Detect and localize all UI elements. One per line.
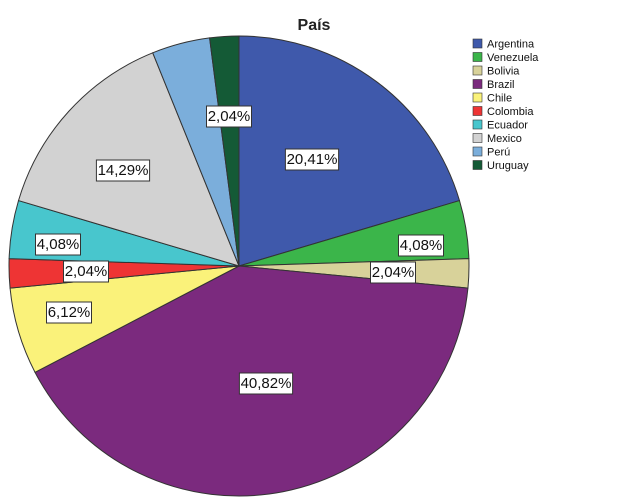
legend-item-brazil: Brazil — [472, 79, 515, 91]
pie-slice-mexico — [17, 52, 240, 267]
legend-label: Bolivia — [487, 66, 520, 78]
legend-swatch — [472, 79, 483, 89]
data-label-text: 14,29% — [98, 162, 149, 179]
data-label-chile: 6,12% — [46, 301, 92, 324]
data-label-uruguay: 2,04% — [206, 105, 252, 128]
legend-label: Venezuela — [487, 52, 539, 64]
pie-data-labels: 20,41% 4,08% 2,04% 40,82% 6,12% 2,04% 4,08% 14,… — [35, 105, 444, 395]
data-label-argentina: 20,41% — [284, 148, 340, 171]
data-label-text: 4,08% — [37, 236, 80, 253]
legend-item-argentina: Argentina — [472, 38, 535, 51]
data-label-text: 40,82% — [241, 375, 292, 392]
legend-swatch — [472, 52, 483, 62]
data-label-brazil: 40,82% — [238, 372, 294, 395]
legend-swatch — [472, 133, 483, 143]
legend-label: Colombia — [487, 106, 534, 118]
data-label-bolivia: 2,04% — [370, 261, 416, 284]
legend-item-venezuela: Venezuela — [472, 52, 539, 64]
legend-item-perú: Perú — [472, 146, 510, 159]
data-label-text: 2,04% — [372, 264, 415, 281]
legend-item-ecuador: Ecuador — [472, 119, 528, 132]
data-label-ecuador: 4,08% — [35, 233, 81, 256]
legend-label: Chile — [487, 93, 512, 105]
legend-swatch — [472, 119, 483, 130]
legend-swatch — [472, 106, 483, 116]
legend-swatch — [472, 38, 483, 49]
data-label-text: 2,04% — [65, 263, 108, 280]
data-label-text: 2,04% — [208, 108, 251, 125]
legend-label: Mexico — [487, 133, 522, 145]
data-label-text: 6,12% — [48, 304, 91, 321]
legend-label: Perú — [487, 147, 510, 159]
legend-item-mexico: Mexico — [472, 133, 522, 145]
legend-item-colombia: Colombia — [472, 106, 534, 118]
legend-swatch — [472, 65, 483, 76]
legend-item-bolivia: Bolivia — [472, 65, 520, 78]
chart-title: País — [298, 17, 331, 34]
legend-item-uruguay: Uruguay — [472, 160, 529, 172]
legend-label: Ecuador — [487, 120, 528, 132]
data-label-venezuela: 4,08% — [398, 234, 444, 257]
legend-item-chile: Chile — [472, 92, 512, 105]
pie-slice-argentina — [238, 35, 461, 267]
legend-swatch — [472, 160, 483, 170]
data-label-text: 4,08% — [400, 237, 443, 254]
pie-slice-uruguay — [209, 35, 240, 267]
data-label-mexico: 14,29% — [95, 159, 151, 182]
legend-swatch — [472, 146, 483, 157]
data-label-text: 20,41% — [287, 151, 338, 168]
legend-swatch — [472, 92, 483, 103]
data-label-colombia: 2,04% — [63, 260, 109, 283]
legend-label: Brazil — [487, 79, 515, 91]
legend-label: Argentina — [487, 39, 535, 51]
legend-label: Uruguay — [487, 160, 529, 172]
